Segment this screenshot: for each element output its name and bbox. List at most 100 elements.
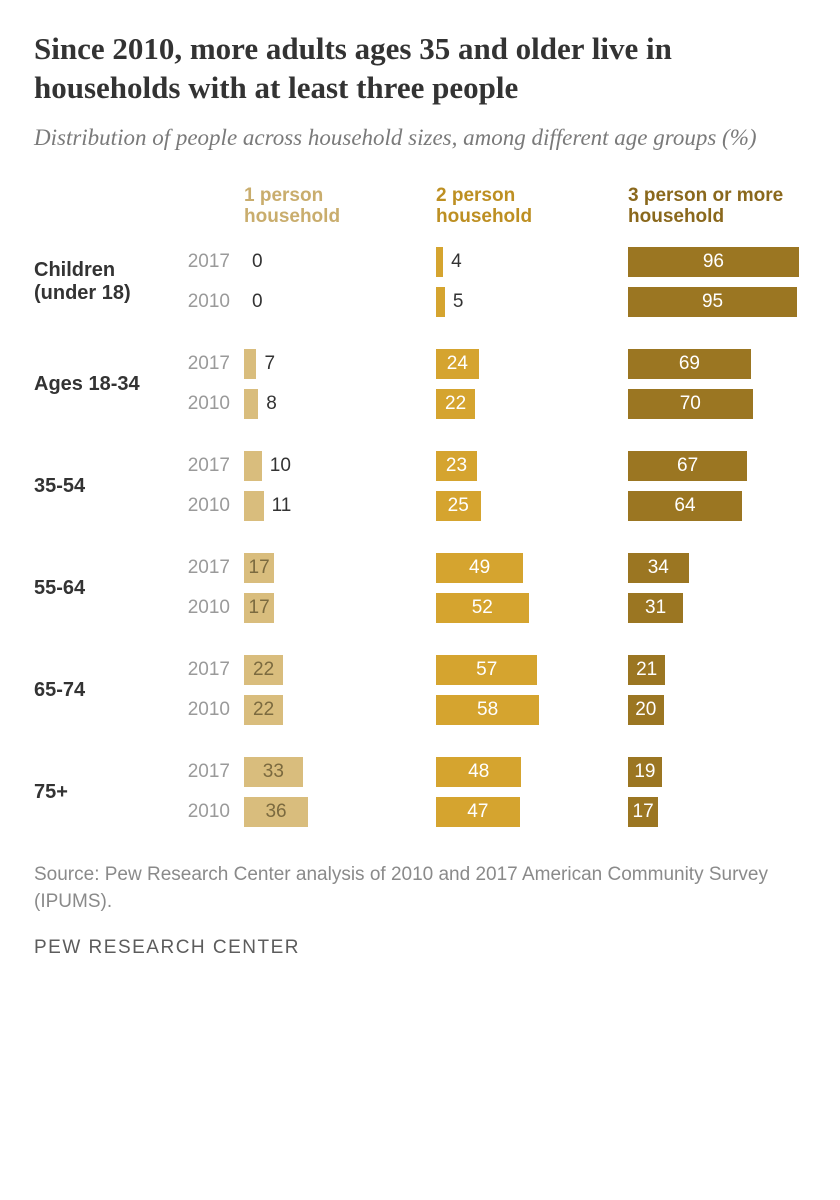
bar: 52 — [436, 593, 529, 623]
bar-cell: 10 — [244, 446, 422, 486]
bar-cell: 34 — [628, 548, 806, 588]
bar: 64 — [628, 491, 742, 521]
bar: 95 — [628, 287, 797, 317]
bar-cell: 25 — [436, 486, 614, 526]
bar-cell: 96 — [628, 242, 806, 282]
column-header: 2 personhousehold — [436, 185, 614, 243]
bar-cell: 57 — [436, 650, 614, 690]
bar-cell: 7 — [244, 344, 422, 384]
bar — [244, 491, 264, 521]
brand-text: PEW RESEARCH CENTER — [34, 937, 806, 959]
bar: 25 — [436, 491, 481, 521]
bar-cell: 52 — [436, 588, 614, 628]
bar-cell: 48 — [436, 752, 614, 792]
bar-cell: 47 — [436, 792, 614, 832]
year-label: 2010 — [170, 287, 230, 317]
bar-value: 8 — [266, 393, 277, 415]
year-label: 2017 — [170, 247, 230, 277]
bar: 22 — [436, 389, 475, 419]
bar — [244, 451, 262, 481]
bar-cell: 11 — [244, 486, 422, 526]
bar-cell: 4 — [436, 242, 614, 282]
year-label: 2017 — [170, 757, 230, 787]
bar-cell: 31 — [628, 588, 806, 628]
bar-cell: 36 — [244, 792, 422, 832]
chart-subtitle: Distribution of people across household … — [34, 122, 806, 153]
bar: 69 — [628, 349, 751, 379]
bar: 58 — [436, 695, 539, 725]
column-header: 1 personhousehold — [244, 185, 422, 243]
year-label: 2017 — [170, 553, 230, 583]
bar-value: 4 — [451, 251, 462, 273]
bar: 36 — [244, 797, 308, 827]
bar — [244, 349, 256, 379]
year-label: 2017 — [170, 349, 230, 379]
group-label: 55-64 — [34, 577, 156, 600]
bar-cell: 49 — [436, 548, 614, 588]
bar-cell: 22 — [244, 690, 422, 730]
column-header: 3 person or morehousehold — [628, 185, 806, 243]
group-label: Ages 18-34 — [34, 373, 156, 396]
bar: 17 — [244, 553, 274, 583]
year-label: 2010 — [170, 593, 230, 623]
bar — [436, 287, 445, 317]
year-label: 2010 — [170, 389, 230, 419]
group-label: 65-74 — [34, 679, 156, 702]
bar-value: 5 — [453, 291, 464, 313]
bar-value: 10 — [270, 455, 291, 477]
bar-cell: 22 — [436, 384, 614, 424]
bar-cell: 0 — [244, 242, 422, 282]
source-text: Source: Pew Research Center analysis of … — [34, 862, 806, 915]
bar-value: 11 — [272, 495, 292, 517]
year-label: 2010 — [170, 491, 230, 521]
group-label: 35-54 — [34, 475, 156, 498]
bar: 34 — [628, 553, 689, 583]
year-label: 2017 — [170, 451, 230, 481]
bar — [436, 247, 443, 277]
bar: 57 — [436, 655, 537, 685]
bar-cell: 22 — [244, 650, 422, 690]
bar-cell: 17 — [244, 588, 422, 628]
bar: 23 — [436, 451, 477, 481]
bar: 22 — [244, 695, 283, 725]
chart-title: Since 2010, more adults ages 35 and olde… — [34, 30, 806, 108]
bar: 47 — [436, 797, 520, 827]
bar-cell: 20 — [628, 690, 806, 730]
year-label: 2017 — [170, 655, 230, 685]
bar-value: 0 — [252, 291, 263, 313]
bar-value: 7 — [264, 353, 275, 375]
bar: 33 — [244, 757, 303, 787]
chart-footer: Source: Pew Research Center analysis of … — [34, 862, 806, 959]
bar-cell: 67 — [628, 446, 806, 486]
bar-value: 0 — [252, 251, 263, 273]
bar: 49 — [436, 553, 523, 583]
bar-cell: 19 — [628, 752, 806, 792]
bar: 48 — [436, 757, 521, 787]
bar-cell: 21 — [628, 650, 806, 690]
bar: 17 — [244, 593, 274, 623]
bar: 20 — [628, 695, 664, 725]
bar — [244, 389, 258, 419]
bar: 67 — [628, 451, 747, 481]
bar-cell: 23 — [436, 446, 614, 486]
bar: 21 — [628, 655, 665, 685]
bar-cell: 70 — [628, 384, 806, 424]
bar-cell: 64 — [628, 486, 806, 526]
bar: 96 — [628, 247, 799, 277]
bar-cell: 8 — [244, 384, 422, 424]
bar-cell: 17 — [244, 548, 422, 588]
bar-cell: 33 — [244, 752, 422, 792]
bar: 19 — [628, 757, 662, 787]
bar: 24 — [436, 349, 479, 379]
bar-cell: 95 — [628, 282, 806, 322]
year-label: 2010 — [170, 797, 230, 827]
bar: 17 — [628, 797, 658, 827]
bar-cell: 69 — [628, 344, 806, 384]
bar: 31 — [628, 593, 683, 623]
group-label: Children(under 18) — [34, 259, 156, 305]
year-label: 2010 — [170, 695, 230, 725]
bar-cell: 5 — [436, 282, 614, 322]
bar: 70 — [628, 389, 753, 419]
bar-cell: 0 — [244, 282, 422, 322]
bar-cell: 24 — [436, 344, 614, 384]
